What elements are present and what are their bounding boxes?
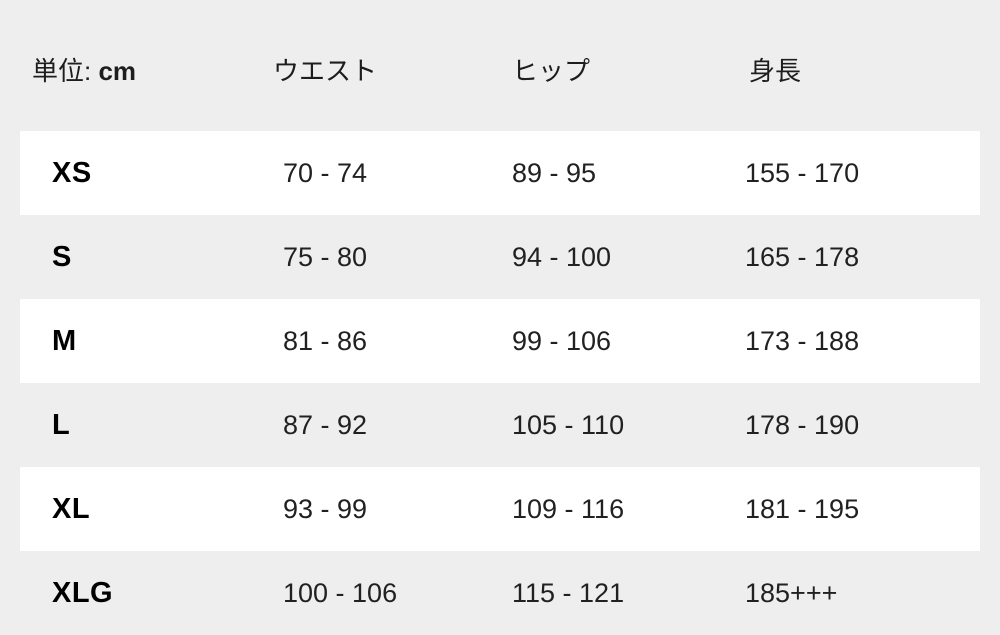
hip-value: 94 - 100 xyxy=(512,241,612,272)
hip-value: 115 - 121 xyxy=(512,577,625,608)
hip-value: 99 - 106 xyxy=(512,325,612,356)
waist-value: 100 - 106 xyxy=(283,577,398,608)
table-row-l: L 87 - 92 105 - 110 178 - 190 xyxy=(20,383,980,467)
hip-value: 105 - 110 xyxy=(512,409,625,440)
height-value: 185+++ xyxy=(745,577,838,608)
column-header-height: 身長 xyxy=(749,55,802,86)
waist-value: 81 - 86 xyxy=(283,325,368,356)
unit-label: 単位: cm xyxy=(20,51,273,88)
waist-value: 70 - 74 xyxy=(283,157,368,188)
height-value: 165 - 178 xyxy=(745,241,860,272)
height-value: 181 - 195 xyxy=(745,493,860,524)
hip-value: 109 - 116 xyxy=(512,493,625,524)
table-row-xs: XS 70 - 74 89 - 95 155 - 170 xyxy=(20,131,980,215)
waist-value: 93 - 99 xyxy=(283,493,368,524)
size-label: L xyxy=(52,408,71,441)
column-header-waist: ウエスト xyxy=(273,55,378,86)
size-chart-header: 単位: cm ウエスト ヒップ 身長 xyxy=(20,40,980,98)
size-label: M xyxy=(52,324,77,357)
waist-value: 87 - 92 xyxy=(283,409,368,440)
table-row-xl: XL 93 - 99 109 - 116 181 - 195 xyxy=(20,467,980,551)
size-label: S xyxy=(52,240,72,273)
height-value: 155 - 170 xyxy=(745,157,860,188)
table-row-xlg: XLG 100 - 106 115 - 121 185+++ xyxy=(20,551,980,635)
size-label: XL xyxy=(52,492,91,525)
size-label: XLG xyxy=(52,576,114,609)
column-header-hip: ヒップ xyxy=(512,55,591,86)
unit-value: cm xyxy=(98,55,137,86)
size-label: XS xyxy=(52,156,92,189)
table-row-s: S 75 - 80 94 - 100 165 - 178 xyxy=(20,215,980,299)
size-table-body: XS 70 - 74 89 - 95 155 - 170 S 75 - 80 9… xyxy=(0,131,1000,635)
height-value: 178 - 190 xyxy=(745,409,860,440)
waist-value: 75 - 80 xyxy=(283,241,368,272)
hip-value: 89 - 95 xyxy=(512,157,597,188)
height-value: 173 - 188 xyxy=(745,325,860,356)
unit-prefix: 単位: xyxy=(32,55,99,86)
table-row-m: M 81 - 86 99 - 106 173 - 188 xyxy=(20,299,980,383)
